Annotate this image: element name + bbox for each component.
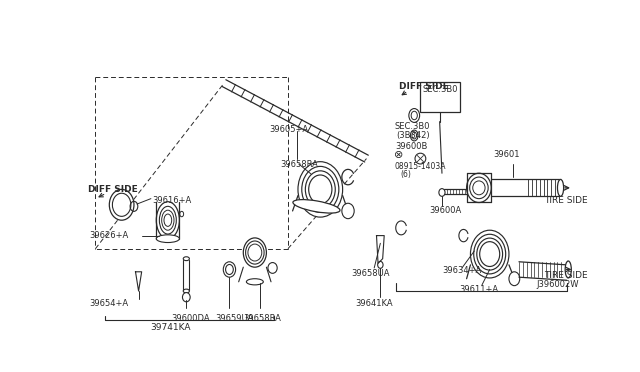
Text: 39741KA: 39741KA	[150, 323, 191, 332]
Text: TIRE SIDE: TIRE SIDE	[543, 196, 588, 205]
Polygon shape	[376, 235, 384, 263]
Text: 39634+A: 39634+A	[442, 266, 481, 275]
Text: 39626+A: 39626+A	[90, 231, 129, 240]
Ellipse shape	[183, 289, 189, 293]
Text: 39616+A: 39616+A	[152, 196, 192, 205]
Ellipse shape	[293, 200, 340, 213]
Text: J396002W: J396002W	[536, 280, 579, 289]
Ellipse shape	[298, 162, 342, 217]
Text: SEC.3B0: SEC.3B0	[395, 122, 431, 131]
Text: 39659UA: 39659UA	[216, 314, 254, 323]
Text: 39611+A: 39611+A	[459, 285, 498, 294]
Text: 39601: 39601	[493, 150, 520, 158]
Text: DIFF SIDE: DIFF SIDE	[399, 81, 449, 91]
Text: 39600A: 39600A	[429, 206, 462, 215]
Text: (6): (6)	[401, 170, 412, 179]
Bar	[420, 81, 460, 112]
Text: 39600B: 39600B	[395, 142, 428, 151]
Text: 39605+A: 39605+A	[269, 125, 308, 135]
Ellipse shape	[410, 130, 418, 141]
Text: 39600DA: 39600DA	[171, 314, 209, 323]
Polygon shape	[136, 272, 141, 291]
Ellipse shape	[467, 173, 492, 202]
Text: 39658UA: 39658UA	[351, 269, 390, 279]
Text: TIRE SIDE: TIRE SIDE	[543, 271, 588, 280]
Ellipse shape	[342, 203, 354, 219]
Text: 08915-1403A: 08915-1403A	[395, 163, 447, 171]
Ellipse shape	[378, 262, 383, 268]
Ellipse shape	[565, 261, 572, 278]
Text: 39641KA: 39641KA	[355, 299, 392, 308]
Ellipse shape	[470, 230, 509, 278]
Text: ⊗: ⊗	[394, 150, 404, 160]
Ellipse shape	[409, 109, 420, 122]
Text: DIFF SIDE: DIFF SIDE	[88, 185, 138, 194]
Ellipse shape	[243, 238, 266, 267]
Ellipse shape	[156, 235, 179, 243]
Ellipse shape	[183, 257, 189, 261]
Text: 39654+A: 39654+A	[90, 299, 129, 308]
Ellipse shape	[109, 189, 134, 220]
Ellipse shape	[439, 189, 445, 196]
Text: 39658RA: 39658RA	[243, 314, 281, 323]
Ellipse shape	[182, 293, 190, 302]
Ellipse shape	[223, 262, 236, 277]
Ellipse shape	[156, 202, 179, 239]
Text: (3B342): (3B342)	[397, 131, 430, 140]
Ellipse shape	[246, 279, 263, 285]
Text: 39658RA: 39658RA	[280, 160, 318, 169]
Ellipse shape	[557, 179, 564, 196]
Text: SEC.3B0: SEC.3B0	[422, 85, 458, 94]
Ellipse shape	[509, 272, 520, 286]
